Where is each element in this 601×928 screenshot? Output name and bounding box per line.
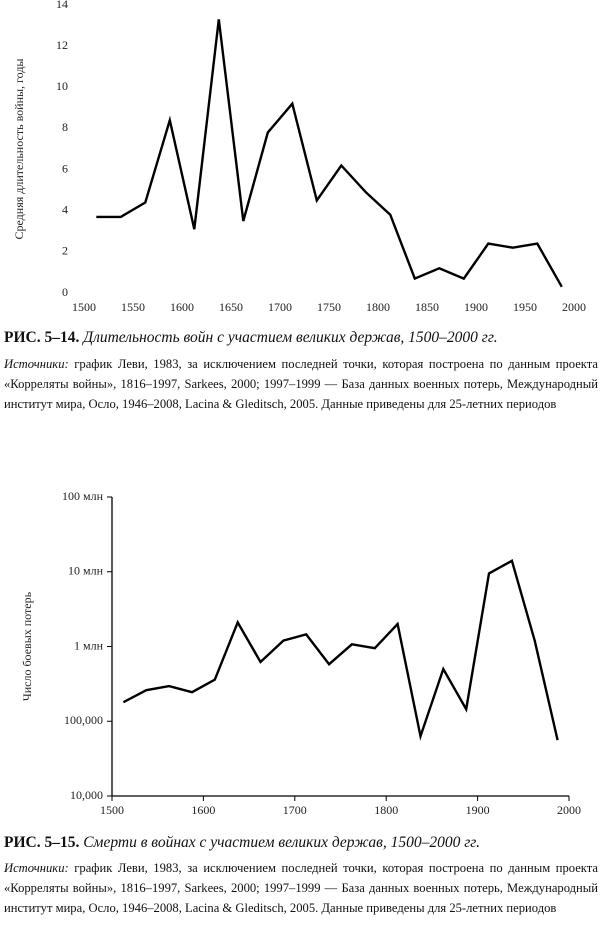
- data-line: [96, 19, 563, 288]
- x-tick-label: 1600: [191, 803, 215, 817]
- y-tick-label: 10,000: [70, 788, 103, 802]
- source: Источники: график Леви, 1983, за исключе…: [4, 858, 598, 918]
- x-tick-label: 1650: [219, 300, 243, 314]
- x-tick-label: 1500: [72, 300, 96, 314]
- y-tick-label: 10: [56, 79, 68, 93]
- figure-label: РИС. 5–15.: [4, 834, 80, 851]
- x-tick-label: 1700: [268, 300, 292, 314]
- data-line: [122, 559, 559, 741]
- y-tick-label: 8: [62, 120, 68, 134]
- x-tick-label: 1850: [415, 300, 439, 314]
- x-tick-label: 1950: [513, 300, 537, 314]
- figure-title: Длительность войн с участием великих дер…: [83, 329, 498, 346]
- y-tick-label: 6: [62, 161, 68, 175]
- source-label: Источники:: [4, 357, 69, 371]
- x-tick-label: 1500: [100, 803, 124, 817]
- x-tick-label: 1800: [366, 300, 390, 314]
- source-text: график Леви, 1983, за исключением послед…: [4, 861, 598, 915]
- caption: РИС. 5–14. Длительность войн с участием …: [4, 328, 598, 348]
- figure-title: Смерти в войнах с участием великих держа…: [83, 834, 480, 851]
- y-axis-label: Число боевых потерь: [20, 591, 34, 701]
- x-tick-label: 2000: [562, 300, 586, 314]
- source-text: график Леви, 1983, за исключением послед…: [4, 357, 598, 411]
- x-tick-label: 1900: [466, 803, 490, 817]
- y-tick-label: 2: [62, 244, 68, 258]
- y-tick-label: 10 млн: [68, 564, 104, 578]
- x-tick-label: 1800: [374, 803, 398, 817]
- x-tick-label: 1550: [121, 300, 145, 314]
- y-tick-label: 14: [56, 0, 68, 11]
- y-tick-label: 1 млн: [74, 638, 104, 652]
- caption: РИС. 5–15. Смерти в войнах с участием ве…: [4, 833, 598, 853]
- figure-label: РИС. 5–14.: [4, 329, 80, 346]
- x-tick-label: 1700: [283, 803, 307, 817]
- source: Источники: график Леви, 1983, за исключе…: [4, 354, 598, 414]
- x-tick-label: 1600: [170, 300, 194, 314]
- y-tick-label: 0: [62, 285, 68, 299]
- x-tick-label: 2000: [557, 803, 581, 817]
- y-tick-label: 100 млн: [62, 489, 104, 503]
- y-tick-label: 4: [62, 202, 68, 216]
- y-tick-label: 100,000: [64, 713, 103, 727]
- y-axis-label: Средняя длительность войны, годы: [12, 59, 26, 240]
- x-tick-label: 1900: [464, 300, 488, 314]
- x-tick-label: 1750: [317, 300, 341, 314]
- source-label: Источники:: [4, 861, 69, 875]
- y-tick-label: 12: [56, 38, 68, 52]
